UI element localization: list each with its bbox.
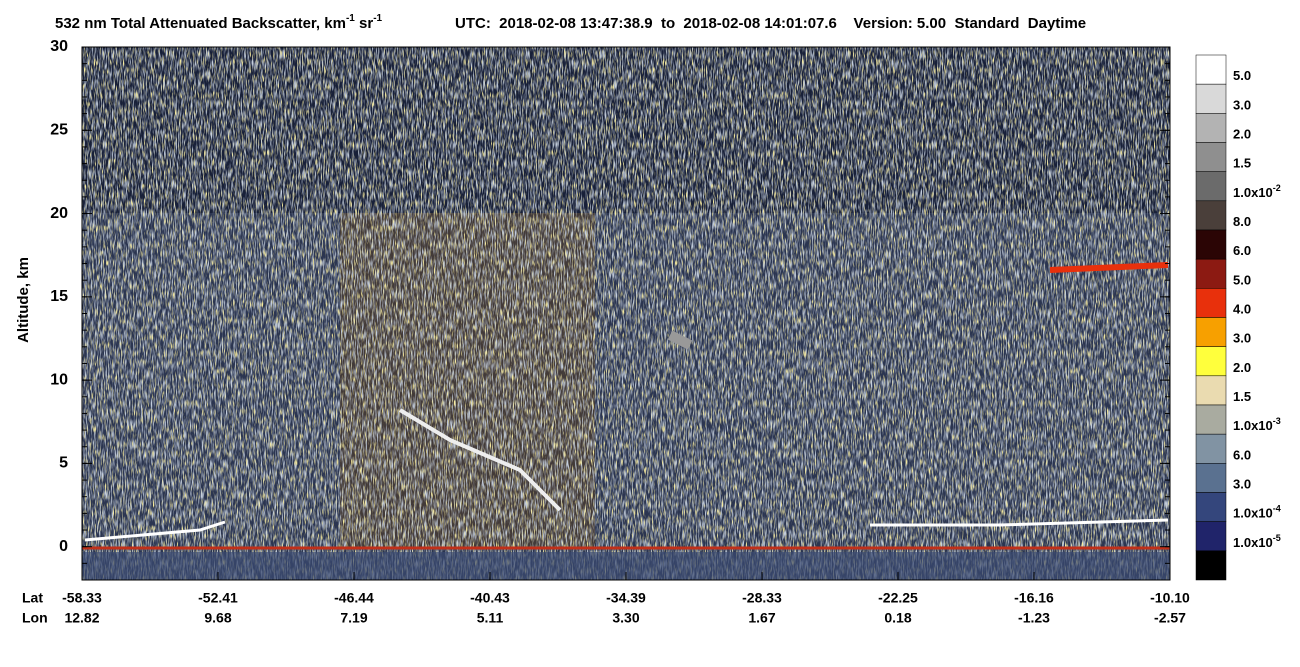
- colorbar-label: 8.0: [1233, 214, 1251, 229]
- x-row-name: Lon: [22, 610, 48, 626]
- colorbar-label-text: 8.0: [1233, 214, 1251, 229]
- title-segment: -1: [346, 13, 355, 24]
- colorbar-label-exp: -4: [1273, 504, 1281, 514]
- colorbar-label-text: 5.0: [1233, 69, 1251, 84]
- title-segment: 532 nm Total Attenuated Backscatter, km: [55, 15, 346, 32]
- colorbar-label: 1.5: [1233, 156, 1251, 171]
- x-tick-label: -22.25: [878, 590, 918, 606]
- x-tick-label: -52.41: [198, 590, 238, 606]
- colorbar-swatch: [1195, 171, 1227, 202]
- y-tick-label: 25: [50, 122, 68, 139]
- colorbar-label: 5.0: [1233, 273, 1251, 288]
- colorbar-label-exp: -2: [1273, 183, 1281, 193]
- colorbar-label-text: 6.0: [1233, 244, 1251, 259]
- colorbar-swatch: [1195, 375, 1227, 406]
- colorbar-swatch: [1195, 258, 1227, 289]
- chart-title: 532 nm Total Attenuated Backscatter, km-…: [55, 13, 383, 32]
- colorbar-swatch: [1195, 229, 1227, 260]
- colorbar-label-text: 1.0x10: [1233, 535, 1273, 550]
- colorbar-label-text: 2.0: [1233, 360, 1251, 375]
- colorbar-label-text: 1.0x10: [1233, 506, 1273, 521]
- y-tick-label: 15: [50, 288, 68, 305]
- chart-subtitle: UTC: 2018-02-08 13:47:38.9 to 2018-02-08…: [455, 15, 1086, 32]
- colorbar-swatch: [1195, 346, 1227, 377]
- colorbar-label-text: 1.5: [1233, 389, 1251, 404]
- colorbar-label: 1.5: [1233, 389, 1251, 404]
- colorbar-label: 1.0x10-2: [1233, 183, 1281, 200]
- x-tick-label: 12.82: [64, 610, 99, 626]
- colorbar-label-text: 6.0: [1233, 448, 1251, 463]
- x-row-name: Lat: [22, 590, 43, 606]
- x-tick-label: -28.33: [742, 590, 782, 606]
- colorbar-swatch: [1195, 404, 1227, 435]
- x-tick-label: 7.19: [340, 610, 367, 626]
- colorbar-label-text: 3.0: [1233, 331, 1251, 346]
- colorbar-label: 1.0x10-3: [1233, 417, 1281, 434]
- title-segment: sr: [355, 15, 374, 32]
- x-tick-label: -46.44: [334, 590, 374, 606]
- x-tick-label: 3.30: [612, 610, 639, 626]
- backscatter-image: [81, 46, 1171, 581]
- y-tick-label: 20: [50, 205, 68, 222]
- colorbar-swatch: [1195, 83, 1227, 114]
- title-segment: -1: [373, 13, 382, 24]
- y-tick-label: 10: [50, 371, 68, 388]
- colorbar-label: 4.0: [1233, 302, 1251, 317]
- colorbar-swatch: [1195, 463, 1227, 493]
- colorbar-label: 1.0x10-4: [1233, 504, 1281, 521]
- x-tick-label: 1.67: [748, 610, 775, 626]
- x-tick-label: -2.57: [1154, 610, 1186, 626]
- colorbar-swatch: [1195, 288, 1227, 318]
- x-tick-label: -58.33: [62, 590, 102, 606]
- x-tick-label: -10.10: [1150, 590, 1190, 606]
- colorbar-label-text: 4.0: [1233, 302, 1251, 317]
- colorbar-swatch: [1195, 113, 1227, 143]
- colorbar-swatch: [1195, 142, 1227, 172]
- y-tick-label: 30: [50, 38, 68, 55]
- colorbar-swatch: [1195, 492, 1227, 522]
- colorbar-label-exp: -3: [1273, 417, 1281, 427]
- y-axis-label: Altitude, km: [15, 257, 32, 343]
- colorbar-label: 2.0: [1233, 360, 1251, 375]
- colorbar-label-text: 3.0: [1233, 98, 1251, 113]
- colorbar-swatch: [1195, 54, 1227, 85]
- y-tick-label: 5: [59, 455, 68, 472]
- colorbar-label-text: 2.0: [1233, 127, 1251, 142]
- colorbar-label: 6.0: [1233, 244, 1251, 259]
- colorbar-label: 6.0: [1233, 448, 1251, 463]
- colorbar-label: 1.0x10-5: [1233, 533, 1281, 550]
- x-tick-label: -16.16: [1014, 590, 1054, 606]
- colorbar-swatch: [1195, 433, 1227, 464]
- colorbar-swatch: [1195, 550, 1227, 581]
- x-tick-label: 5.11: [477, 610, 504, 626]
- x-tick-label: 0.18: [884, 610, 911, 626]
- colorbar-label-text: 3.0: [1233, 477, 1251, 492]
- x-tick-label: -34.39: [606, 590, 646, 606]
- colorbar-label-text: 5.0: [1233, 273, 1251, 288]
- y-tick-label: 0: [59, 538, 68, 555]
- colorbar-label-text: 1.5: [1233, 156, 1251, 171]
- x-tick-label: -40.43: [470, 590, 510, 606]
- x-tick-label: 9.68: [204, 610, 231, 626]
- x-tick-label: -1.23: [1018, 610, 1050, 626]
- colorbar-swatch: [1195, 200, 1227, 231]
- colorbar-label: 3.0: [1233, 331, 1251, 346]
- colorbar-label-text: 1.0x10: [1233, 185, 1273, 200]
- colorbar-label: 2.0: [1233, 127, 1251, 142]
- colorbar-label: 5.0: [1233, 69, 1251, 84]
- colorbar-label: 3.0: [1233, 98, 1251, 113]
- colorbar-swatch: [1195, 521, 1227, 552]
- colorbar-swatch: [1195, 317, 1227, 347]
- colorbar-label-text: 1.0x10: [1233, 419, 1273, 434]
- colorbar-label-exp: -5: [1273, 533, 1281, 543]
- colorbar-label: 3.0: [1233, 477, 1251, 492]
